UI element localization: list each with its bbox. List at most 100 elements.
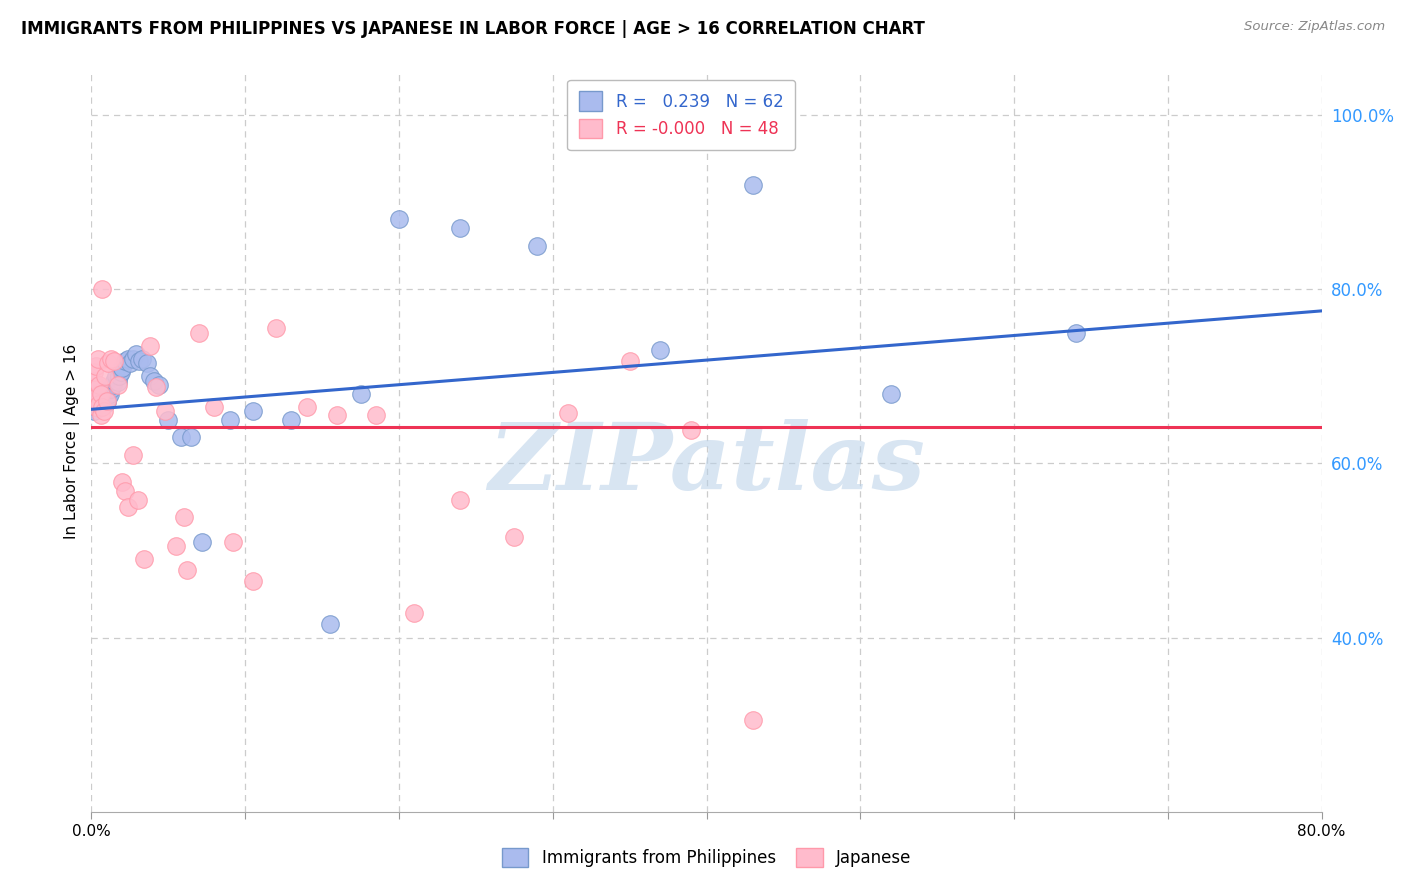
Point xyxy=(107,376,129,390)
Point xyxy=(84,359,107,373)
Point xyxy=(1064,326,1087,340)
Point xyxy=(91,395,114,409)
Text: ZIPatlas: ZIPatlas xyxy=(488,418,925,508)
Point xyxy=(90,384,112,398)
Point xyxy=(242,574,264,588)
Point xyxy=(295,400,318,414)
Point xyxy=(202,400,225,414)
Point xyxy=(176,563,198,577)
Point xyxy=(139,339,162,353)
Point xyxy=(91,400,114,414)
Point xyxy=(114,484,136,499)
Point xyxy=(100,382,122,396)
Point xyxy=(681,423,703,437)
Point xyxy=(364,409,387,423)
Point xyxy=(619,353,641,368)
Point xyxy=(83,393,105,408)
Point xyxy=(96,393,118,408)
Point xyxy=(90,409,112,423)
Point xyxy=(153,404,177,418)
Point xyxy=(91,282,114,296)
Point xyxy=(87,397,110,411)
Point xyxy=(96,386,118,401)
Point xyxy=(93,404,115,418)
Text: IMMIGRANTS FROM PHILIPPINES VS JAPANESE IN LABOR FORCE | AGE > 16 CORRELATION CH: IMMIGRANTS FROM PHILIPPINES VS JAPANESE … xyxy=(21,20,925,37)
Point xyxy=(87,386,110,401)
Point xyxy=(87,401,110,416)
Point xyxy=(117,500,139,514)
Point xyxy=(264,321,287,335)
Point xyxy=(242,404,264,418)
Point xyxy=(86,379,108,393)
Point xyxy=(111,360,134,375)
Point xyxy=(93,393,115,408)
Point xyxy=(83,404,105,418)
Point xyxy=(96,395,118,409)
Point xyxy=(191,534,214,549)
Point xyxy=(280,413,302,427)
Point xyxy=(135,356,157,370)
Point xyxy=(117,351,139,366)
Point xyxy=(90,391,112,405)
Point xyxy=(98,386,121,401)
Point xyxy=(139,369,162,384)
Point xyxy=(90,386,112,401)
Point xyxy=(83,382,105,396)
Point xyxy=(127,492,149,507)
Point xyxy=(105,369,127,384)
Point xyxy=(111,475,134,490)
Point xyxy=(110,365,132,379)
Point xyxy=(83,395,105,409)
Point xyxy=(218,413,240,427)
Point xyxy=(86,388,108,402)
Point xyxy=(173,510,195,524)
Point xyxy=(326,409,349,423)
Point xyxy=(93,384,115,399)
Point xyxy=(132,552,155,566)
Point xyxy=(650,343,672,357)
Point xyxy=(128,353,150,368)
Point xyxy=(84,400,107,414)
Point xyxy=(82,386,104,401)
Point xyxy=(82,391,104,405)
Point xyxy=(84,393,107,408)
Point xyxy=(404,606,426,620)
Point xyxy=(145,379,167,393)
Point xyxy=(87,378,110,392)
Point xyxy=(84,400,107,414)
Point xyxy=(880,386,903,401)
Point xyxy=(449,221,471,235)
Point xyxy=(349,386,371,401)
Point xyxy=(188,326,211,340)
Point xyxy=(103,353,125,368)
Y-axis label: In Labor Force | Age > 16: In Labor Force | Age > 16 xyxy=(65,344,80,539)
Legend: Immigrants from Philippines, Japanese: Immigrants from Philippines, Japanese xyxy=(495,841,918,874)
Point xyxy=(91,388,114,402)
Point xyxy=(84,386,107,401)
Point xyxy=(94,390,117,404)
Point xyxy=(122,448,145,462)
Point xyxy=(180,430,202,444)
Point xyxy=(97,391,120,405)
Point xyxy=(131,351,153,366)
Point xyxy=(86,395,108,409)
Point xyxy=(103,374,125,388)
Point xyxy=(82,374,104,388)
Point xyxy=(118,356,141,370)
Point xyxy=(86,351,108,366)
Point xyxy=(101,378,124,392)
Point xyxy=(114,353,136,368)
Point xyxy=(90,397,112,411)
Point xyxy=(741,713,763,727)
Point xyxy=(97,356,120,370)
Text: Source: ZipAtlas.com: Source: ZipAtlas.com xyxy=(1244,20,1385,33)
Point xyxy=(108,369,131,384)
Point xyxy=(557,406,579,420)
Point xyxy=(222,534,245,549)
Point xyxy=(107,378,129,392)
Point xyxy=(122,351,145,366)
Point xyxy=(741,178,763,192)
Point xyxy=(100,351,122,366)
Point xyxy=(83,365,105,379)
Point xyxy=(319,617,342,632)
